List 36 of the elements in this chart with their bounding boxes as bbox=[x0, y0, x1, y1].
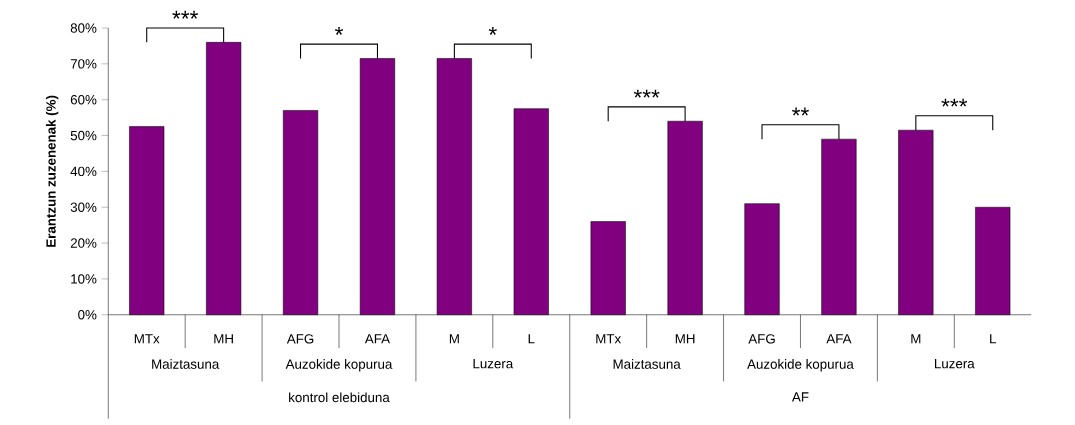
text: Auzokide kopurua bbox=[747, 358, 854, 372]
x-tick-label: AFG bbox=[286, 333, 314, 344]
y-tick-label: 0% bbox=[78, 309, 97, 320]
annotation: *** bbox=[633, 89, 660, 98]
y-tick-label: 20% bbox=[70, 238, 97, 248]
x-tick-label: L bbox=[990, 333, 997, 344]
x-tick-label: MTx bbox=[596, 333, 622, 344]
y-axis-title: Erantzun zuzenenak (%) bbox=[45, 95, 59, 247]
y-tick-label: 10% bbox=[71, 273, 97, 284]
x-tick-label: M bbox=[911, 333, 921, 344]
annotation: * bbox=[334, 26, 344, 35]
text: Luzera bbox=[473, 358, 514, 369]
y-tick-label: 80% bbox=[70, 23, 97, 33]
x-tick-label: M bbox=[449, 333, 459, 344]
x-tick-label: AFA bbox=[364, 333, 391, 344]
annotation: *** bbox=[941, 98, 968, 107]
annotation: ** bbox=[792, 107, 809, 116]
annotation: * bbox=[488, 26, 497, 35]
x-tick-label: MTx bbox=[134, 333, 160, 344]
text: Auzokide kopurua bbox=[285, 358, 393, 372]
y-tick-label: 70% bbox=[70, 58, 97, 69]
x-tick-label: AFG bbox=[748, 333, 775, 344]
y-tick-label: 40% bbox=[70, 166, 97, 176]
y-tick-label: 60% bbox=[70, 94, 97, 105]
x-tick-label: MH bbox=[214, 333, 233, 344]
text: Maiztasuna bbox=[152, 358, 220, 369]
text: Luzera bbox=[934, 358, 975, 369]
text: *** bbox=[172, 10, 199, 19]
text: Maiztasuna bbox=[613, 358, 681, 369]
x-tick-label: L bbox=[528, 333, 535, 344]
y-tick-label: 50% bbox=[70, 130, 97, 141]
x-tick-label: MH bbox=[675, 333, 695, 344]
y-tick-label: 30% bbox=[70, 202, 97, 212]
text: kontrol elebiduna bbox=[289, 392, 390, 402]
text: AF bbox=[791, 392, 809, 402]
x-tick-label: AFA bbox=[826, 333, 852, 344]
